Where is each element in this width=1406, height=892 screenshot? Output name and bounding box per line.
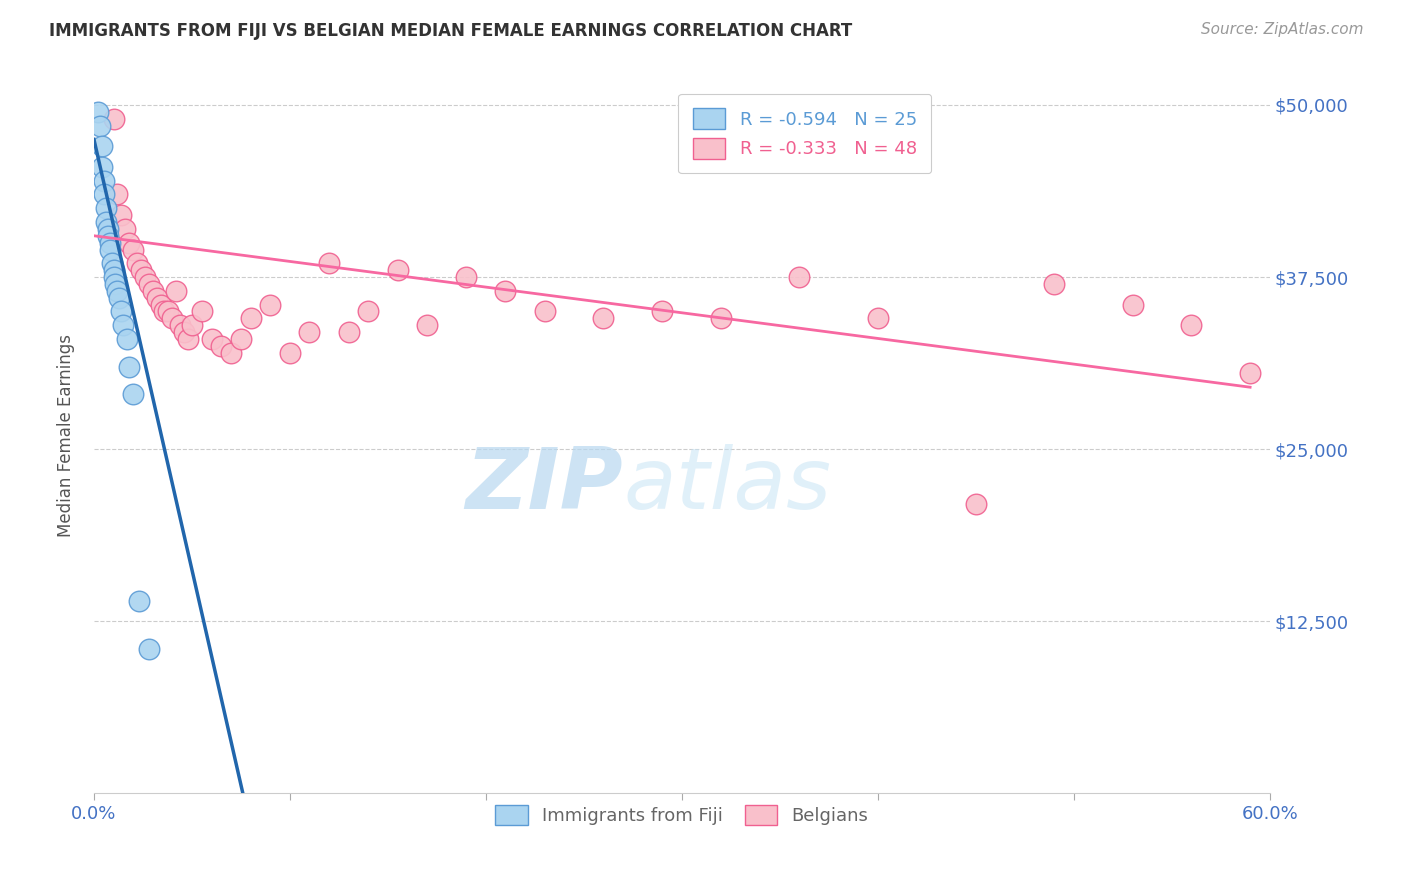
Point	[1180, 318, 1202, 333]
Point	[122, 243, 145, 257]
Point	[219, 346, 242, 360]
Point	[278, 346, 301, 360]
Point	[107, 187, 129, 202]
Point	[114, 222, 136, 236]
Point	[239, 311, 262, 326]
Point	[190, 304, 212, 318]
Point	[337, 325, 360, 339]
Point	[357, 304, 380, 318]
Y-axis label: Median Female Earnings: Median Female Earnings	[58, 334, 75, 537]
Point	[118, 359, 141, 374]
Point	[162, 311, 184, 326]
Point	[103, 270, 125, 285]
Point	[209, 339, 232, 353]
Point	[149, 297, 172, 311]
Point	[298, 325, 321, 339]
Text: Source: ZipAtlas.com: Source: ZipAtlas.com	[1201, 22, 1364, 37]
Point	[789, 270, 811, 285]
Point	[157, 304, 180, 318]
Point	[169, 318, 191, 333]
Point	[94, 201, 117, 215]
Point	[125, 256, 148, 270]
Point	[965, 497, 987, 511]
Point	[100, 256, 122, 270]
Point	[112, 318, 135, 333]
Point	[93, 187, 115, 202]
Point	[129, 263, 152, 277]
Point	[97, 228, 120, 243]
Point	[259, 297, 281, 311]
Point	[710, 311, 733, 326]
Point	[98, 243, 121, 257]
Point	[153, 304, 176, 318]
Point	[103, 112, 125, 126]
Point	[173, 325, 195, 339]
Point	[128, 593, 150, 607]
Point	[651, 304, 673, 318]
Point	[533, 304, 555, 318]
Point	[138, 641, 160, 656]
Point	[89, 119, 111, 133]
Point	[103, 263, 125, 277]
Point	[97, 222, 120, 236]
Point	[456, 270, 478, 285]
Point	[866, 311, 889, 326]
Point	[104, 277, 127, 291]
Point	[180, 318, 202, 333]
Point	[87, 104, 110, 119]
Point	[165, 284, 187, 298]
Point	[200, 332, 222, 346]
Point	[90, 160, 112, 174]
Point	[145, 291, 167, 305]
Point	[90, 139, 112, 153]
Point	[98, 235, 121, 250]
Text: ZIP: ZIP	[465, 444, 623, 527]
Point	[134, 270, 156, 285]
Point	[592, 311, 614, 326]
Point	[1043, 277, 1066, 291]
Point	[118, 235, 141, 250]
Point	[93, 174, 115, 188]
Text: IMMIGRANTS FROM FIJI VS BELGIAN MEDIAN FEMALE EARNINGS CORRELATION CHART: IMMIGRANTS FROM FIJI VS BELGIAN MEDIAN F…	[49, 22, 852, 40]
Point	[138, 277, 160, 291]
Point	[1239, 367, 1261, 381]
Point	[229, 332, 252, 346]
Point	[94, 215, 117, 229]
Point	[416, 318, 439, 333]
Point	[117, 332, 139, 346]
Point	[110, 208, 132, 222]
Point	[108, 291, 131, 305]
Point	[122, 387, 145, 401]
Point	[387, 263, 409, 277]
Point	[318, 256, 340, 270]
Point	[177, 332, 200, 346]
Text: atlas: atlas	[623, 444, 831, 527]
Legend: Immigrants from Fiji, Belgians: Immigrants from Fiji, Belgians	[486, 796, 877, 834]
Point	[1122, 297, 1144, 311]
Point	[110, 304, 132, 318]
Point	[107, 284, 129, 298]
Point	[494, 284, 516, 298]
Point	[142, 284, 165, 298]
